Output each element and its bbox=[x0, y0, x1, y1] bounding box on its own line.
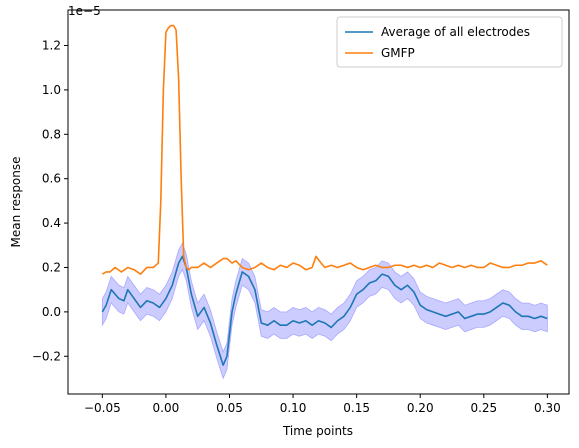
legend-label: GMFP bbox=[381, 46, 415, 60]
legend-box bbox=[336, 16, 563, 68]
confidence-band bbox=[101, 242, 548, 380]
series-line-0 bbox=[101, 255, 548, 366]
x-tick-label: 0.20 bbox=[407, 401, 434, 415]
x-axis: −0.05 0.00 0.05 0.10 0.15 0.20 0.25 0.30 bbox=[84, 394, 561, 415]
x-tick-label: 0.10 bbox=[280, 401, 307, 415]
y-tick-label: 1.2 bbox=[42, 39, 61, 53]
offset-text: 1e−5 bbox=[68, 4, 101, 18]
plot-frame bbox=[67, 9, 570, 395]
y-tick-label: 0.0 bbox=[42, 305, 61, 319]
x-tick-label: 0.05 bbox=[216, 401, 243, 415]
y-tick-label: −0.2 bbox=[32, 349, 61, 363]
x-tick-label: 0.00 bbox=[153, 401, 180, 415]
y-tick-label: 0.4 bbox=[42, 216, 61, 230]
series-layer bbox=[101, 24, 548, 366]
x-tick-label: 0.30 bbox=[534, 401, 561, 415]
y-axis: −0.2 0.0 0.2 0.4 0.6 0.8 1.0 1.2 bbox=[32, 39, 68, 363]
confidence-band-layer bbox=[101, 242, 548, 380]
x-tick-label: 0.15 bbox=[343, 401, 370, 415]
y-tick-label: 0.6 bbox=[42, 172, 61, 186]
series-line-1 bbox=[101, 24, 548, 275]
x-tick-label: 0.25 bbox=[470, 401, 497, 415]
y-tick-label: 0.2 bbox=[42, 260, 61, 274]
y-tick-label: 1.0 bbox=[42, 83, 61, 97]
legend-label: Average of all electrodes bbox=[381, 25, 530, 39]
y-axis-label: Mean response bbox=[9, 156, 23, 247]
y-tick-label: 0.8 bbox=[42, 127, 61, 141]
x-axis-label: Time points bbox=[282, 424, 353, 438]
x-tick-label: −0.05 bbox=[84, 401, 121, 415]
legend: Average of all electrodes GMFP bbox=[336, 16, 563, 68]
